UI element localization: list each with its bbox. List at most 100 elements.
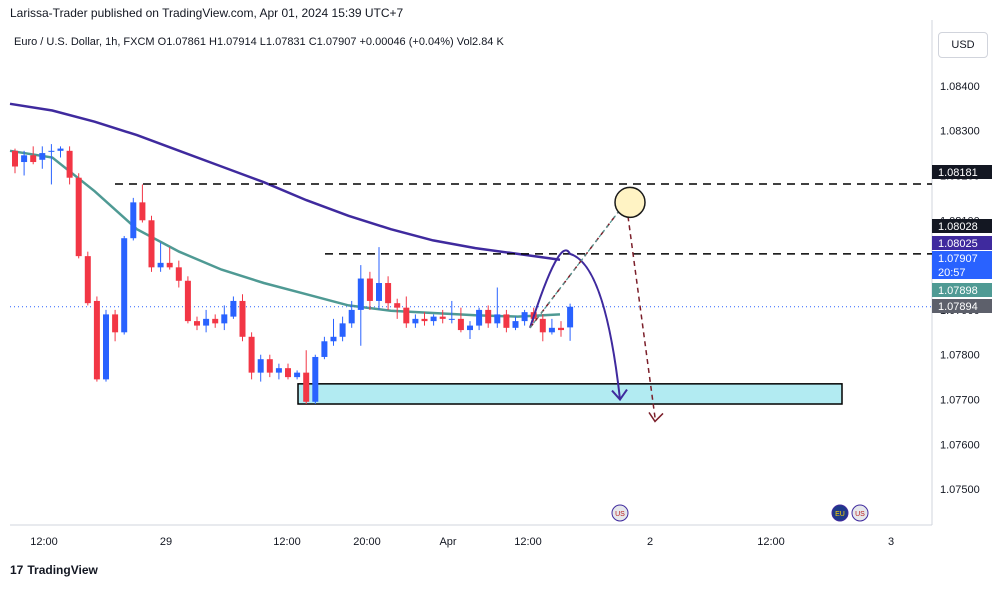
price-label-text: 1.07907 [938,253,978,265]
candle-bullish [467,325,473,331]
candle-bearish [194,321,200,326]
x-tick-label: 29 [160,536,172,548]
x-tick-label: Apr [439,536,456,548]
price-label-badge [932,265,992,279]
candle-bearish [212,318,219,324]
event-flag-icon [611,504,629,522]
candle-bearish [421,318,428,322]
projection-layer [529,186,664,423]
brand-label: TradingView [27,563,98,577]
x-tick-label: 12:00 [514,536,542,548]
projection-arrowhead [611,388,628,402]
price-label-text: 1.08025 [938,238,978,250]
candle-bullish [548,327,555,333]
label-layer: 1.08181 1.08028 1.08025 1.07907 20:57 1.07898… [932,165,992,313]
y-tick-label: 1.07600 [940,439,980,451]
candle-bullish [330,336,337,342]
x-tick-label: 12:00 [30,536,58,548]
candle-bearish [166,262,173,268]
candle-bearish [457,318,464,331]
candle-bullish [103,314,109,380]
demand-zone [297,383,843,405]
candle-bullish [339,323,346,337]
event-flag-glyph: US [855,511,865,518]
candle-bearish [93,300,100,380]
candle-bullish [512,321,519,328]
candle-bullish [230,300,237,317]
candle-bearish [558,327,564,331]
currency-button[interactable]: USD [938,32,988,58]
candle-bullish [312,356,319,402]
price-label-badge [932,219,992,233]
candle-bullish [257,359,264,373]
reversal-marker [614,186,646,219]
zone-layer [297,383,843,405]
candle-bullish [48,150,55,152]
event-flag-icon [831,504,849,522]
candle-bullish [57,148,64,151]
candle-bearish [266,359,273,373]
price-label-text: 1.08028 [938,221,978,233]
y-tick-label: 1.08400 [940,81,980,93]
candle-bullish [376,283,382,301]
y-tick-label: 1.07500 [940,484,980,496]
price-label-badge [932,236,992,250]
candle-bearish [239,300,246,337]
candle-bearish [12,150,18,167]
candle-bearish [148,220,155,268]
candle-bearish [112,314,119,333]
tradingview-logo[interactable]: 17 TradingView [10,563,98,577]
candle-bearish [84,256,91,304]
event-flag-glyph: US [615,511,625,518]
candle-bullish [412,318,419,324]
candle-bullish [321,341,328,357]
candle-layer [12,144,574,405]
price-label-text: 1.07894 [938,301,978,313]
candle-bullish [348,309,355,324]
symbol-legend: Euro / U.S. Dollar, 1h, FXCM O1.07861 H1… [14,36,504,48]
candle-bullish [430,316,437,322]
price-label-badge [932,165,992,179]
event-flag-icon [851,504,869,522]
candle-bearish [539,318,546,333]
candle-bearish [139,202,146,221]
ema-slow-line [9,102,561,261]
projection-path [529,249,621,400]
publisher-line: Larissa-Trader published on TradingView.… [10,6,404,20]
candle-bearish [184,280,191,322]
price-label-badge [932,251,992,265]
tradingview-mark-icon: 17 [10,563,24,577]
x-tick-label: 2 [647,536,653,548]
grid-layer [10,20,933,526]
candle-bearish [385,283,392,304]
candle-bearish [403,307,410,324]
candle-bullish [567,306,574,328]
price-label-badge [932,283,992,297]
candle-bullish [203,318,210,326]
candle-bullish [275,368,282,373]
candle-bearish [248,336,255,373]
y-tick-label: 1.08300 [940,126,980,138]
candle-bullish [39,153,46,160]
candle-bullish [221,314,228,324]
alt-projection-arrowhead [648,412,664,423]
candle-bullish [476,309,483,326]
candle-bearish [30,155,37,163]
candle-bearish [439,316,446,319]
candle-bullish [448,318,455,320]
candle-bearish [303,372,310,402]
candle-bearish [175,267,182,281]
ema-fast-line [9,149,561,318]
candle-bearish [394,303,401,308]
candle-bearish [503,314,510,328]
candle-bearish [485,309,492,324]
candle-bullish [157,262,164,268]
candle-bearish [366,278,373,301]
ema-layer [9,102,561,318]
x-tick-label: 3 [888,536,894,548]
candle-bullish [357,278,364,310]
x-tick-label: 20:00 [353,536,381,548]
x-tick-label: 12:00 [273,536,301,548]
